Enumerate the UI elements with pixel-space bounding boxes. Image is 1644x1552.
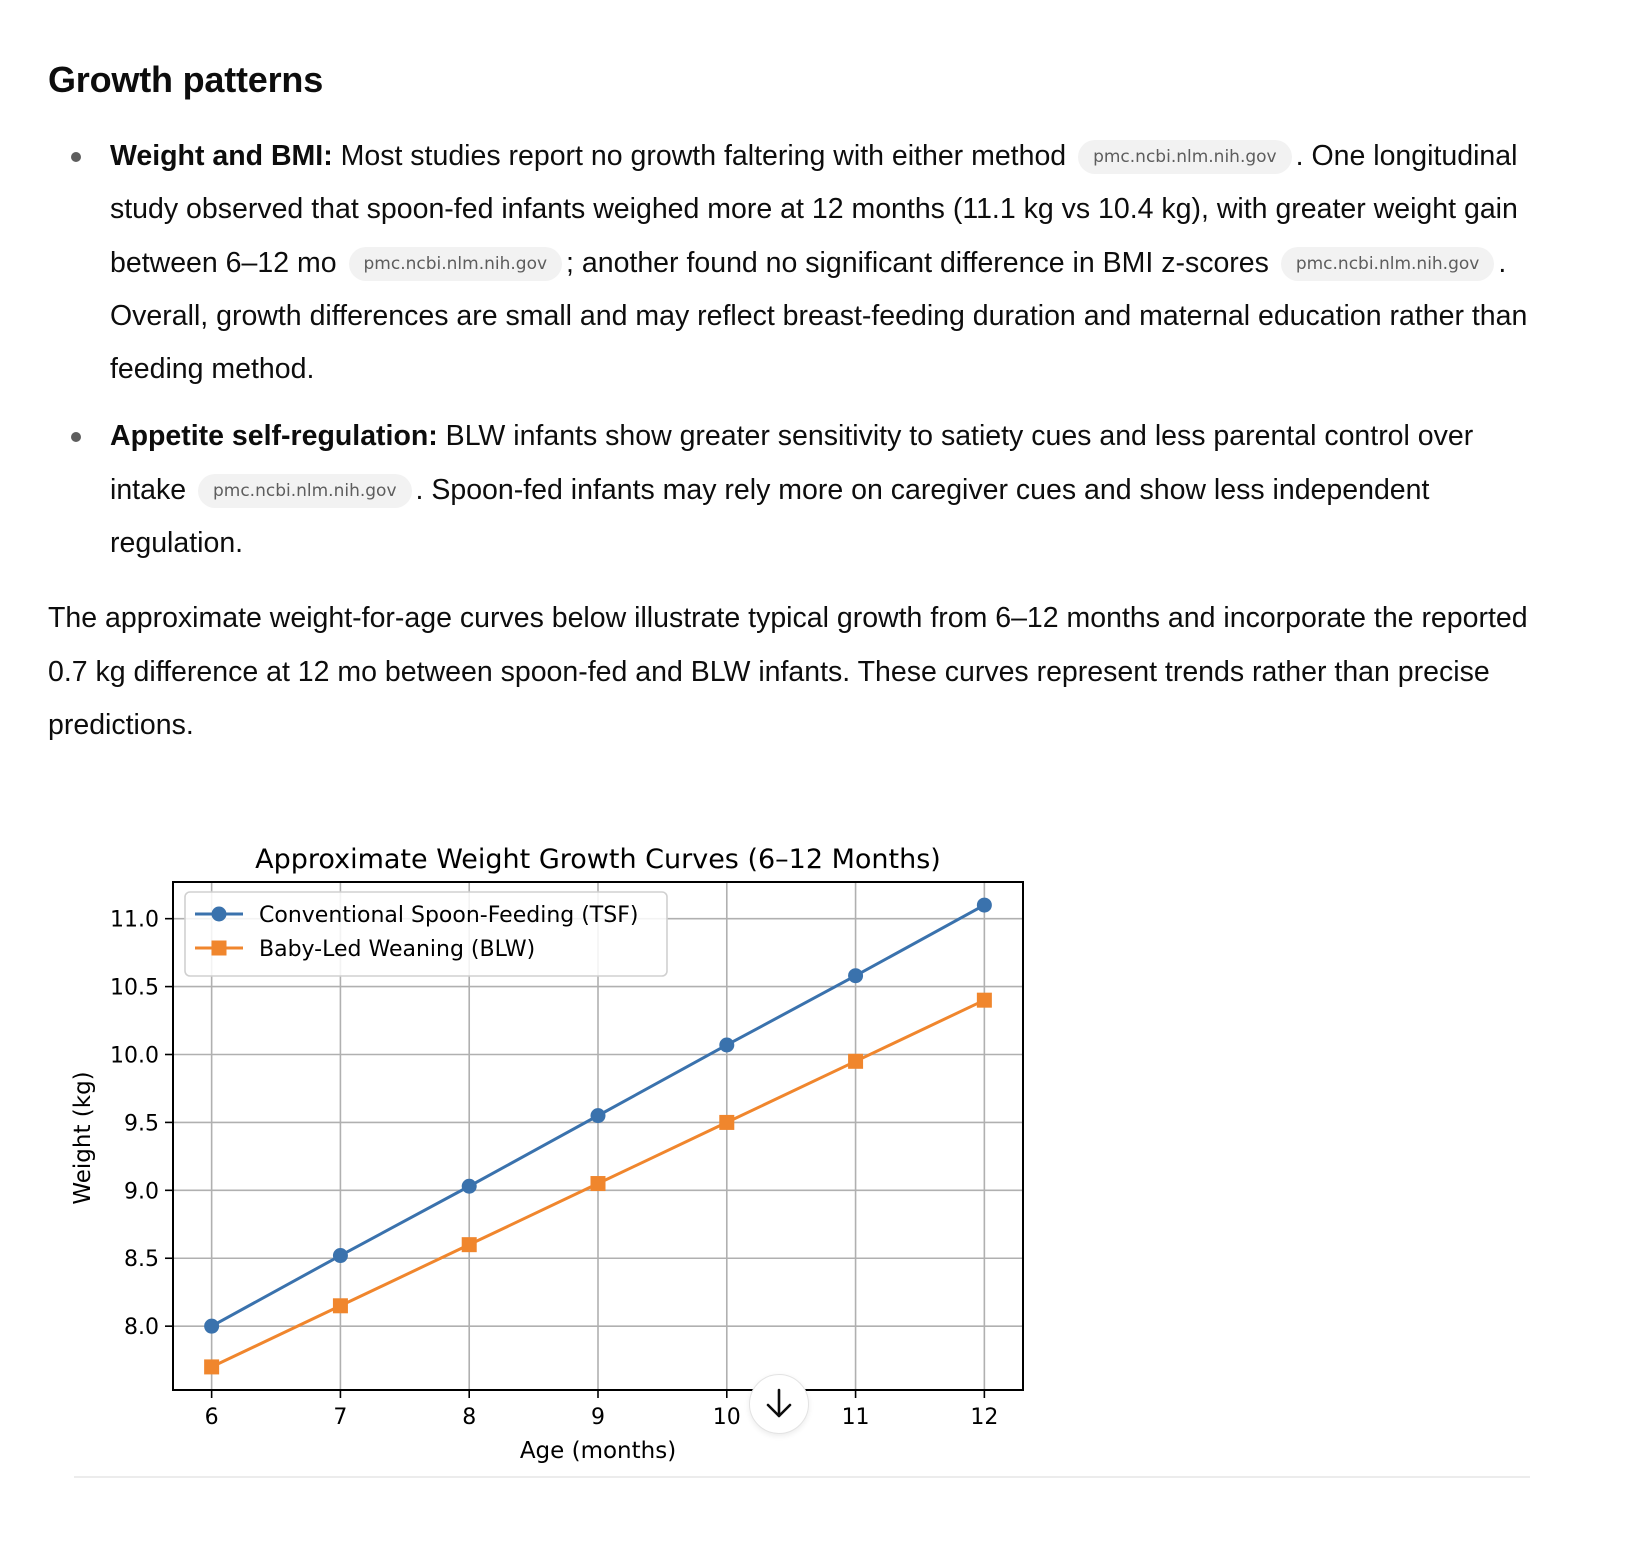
bullet-dot [71, 152, 81, 162]
bullet-text: . Overall, growth differences are small … [110, 246, 1528, 386]
x-axis-label: Age (months) [520, 1438, 676, 1464]
data-point [332, 1298, 348, 1314]
data-point [848, 968, 864, 984]
x-tick-label: 7 [333, 1405, 347, 1430]
bullet-text: ; another found no significant differenc… [566, 246, 1277, 279]
legend-item: Baby-Led Weaning (BLW) [195, 937, 535, 962]
x-tick-label: 6 [205, 1405, 219, 1430]
data-point [204, 1318, 220, 1334]
section-title: Growth patterns [48, 59, 324, 100]
bullet-lead: Weight and BMI: [110, 140, 333, 172]
legend-label: Conventional Spoon-Feeding (TSF) [259, 903, 638, 928]
chart-image: Approximate Weight Growth Curves (6–12 M… [60, 828, 1060, 1478]
y-tick-label: 9.0 [124, 1179, 159, 1204]
citation-chip[interactable]: pmc.ncbi.nlm.nih.gov [1280, 246, 1495, 281]
data-point [590, 1108, 606, 1124]
x-tick-label: 8 [462, 1405, 476, 1430]
data-point [719, 1037, 735, 1053]
y-tick-label: 8.0 [124, 1315, 159, 1340]
citation-chip[interactable]: pmc.ncbi.nlm.nih.gov [1078, 140, 1292, 174]
bullet-text: . One longitudinal study observed that s… [110, 140, 1518, 279]
message-content: Growth patterns Weight and BMI: Most stu… [48, 52, 1528, 752]
line-chart: Approximate Weight Growth Curves (6–12 M… [70, 844, 1024, 1464]
series-tsf [204, 897, 992, 1334]
legend-marker [211, 940, 227, 956]
bullet-text: Most studies report no growth faltering … [332, 140, 1075, 172]
data-point [590, 1176, 606, 1192]
data-point [204, 1359, 220, 1375]
y-tick-label: 8.5 [124, 1247, 159, 1272]
chart-title: Approximate Weight Growth Curves (6–12 M… [255, 844, 941, 875]
legend-marker [211, 906, 227, 922]
x-axis-ticks: 6 7 8 9 10 11 12 [205, 1390, 998, 1430]
citation-chip[interactable]: pmc.ncbi.nlm.nih.gov [197, 473, 412, 508]
data-point [461, 1237, 477, 1253]
data-point [332, 1248, 348, 1264]
legend-label: Baby-Led Weaning (BLW) [259, 937, 535, 962]
y-tick-label: 11.0 [110, 908, 159, 933]
arrow-down-icon [766, 1388, 792, 1418]
citation-chip[interactable]: pmc.ncbi.nlm.nih.gov [348, 246, 563, 281]
list-item: Weight and BMI: Most studies report no g… [48, 130, 1528, 396]
x-tick-label: 11 [842, 1405, 870, 1430]
bullet-lead: Appetite self-regulation: [110, 420, 438, 453]
series-blw [204, 992, 992, 1375]
data-point [976, 992, 992, 1008]
chart-series [204, 897, 992, 1375]
scroll-down-button[interactable] [749, 1374, 809, 1434]
x-tick-label: 12 [970, 1405, 998, 1430]
y-axis-ticks: 8.0 8.5 9.0 9.5 10.0 10.5 11.0 [110, 908, 173, 1340]
list-item: Appetite self-regulation: BLW infants sh… [48, 410, 1528, 570]
x-tick-label: 9 [591, 1405, 605, 1430]
y-axis-label: Weight (kg) [70, 1071, 96, 1204]
chart-legend: Conventional Spoon-Feeding (TSF) Baby-Led… [184, 891, 668, 977]
y-tick-label: 10.5 [110, 976, 159, 1001]
data-point [461, 1178, 477, 1194]
body-paragraph: The approximate weight-for-age curves be… [48, 602, 1528, 741]
data-point [848, 1053, 864, 1069]
y-tick-label: 9.5 [124, 1111, 159, 1136]
bullet-dot [71, 432, 81, 443]
legend-box [184, 891, 668, 977]
legend-item: Conventional Spoon-Feeding (TSF) [195, 903, 638, 928]
x-tick-label: 10 [713, 1405, 741, 1430]
data-point [976, 897, 992, 913]
bullet-text: . Spoon-fed infants may rely more on car… [110, 473, 1430, 560]
bullet-list: Weight and BMI: Most studies report no g… [48, 130, 1528, 570]
bullet-text: BLW infants show greater sensitivity to … [110, 420, 1474, 506]
data-point [719, 1114, 735, 1130]
y-tick-label: 10.0 [110, 1044, 159, 1069]
composer-divider [74, 1476, 1530, 1478]
